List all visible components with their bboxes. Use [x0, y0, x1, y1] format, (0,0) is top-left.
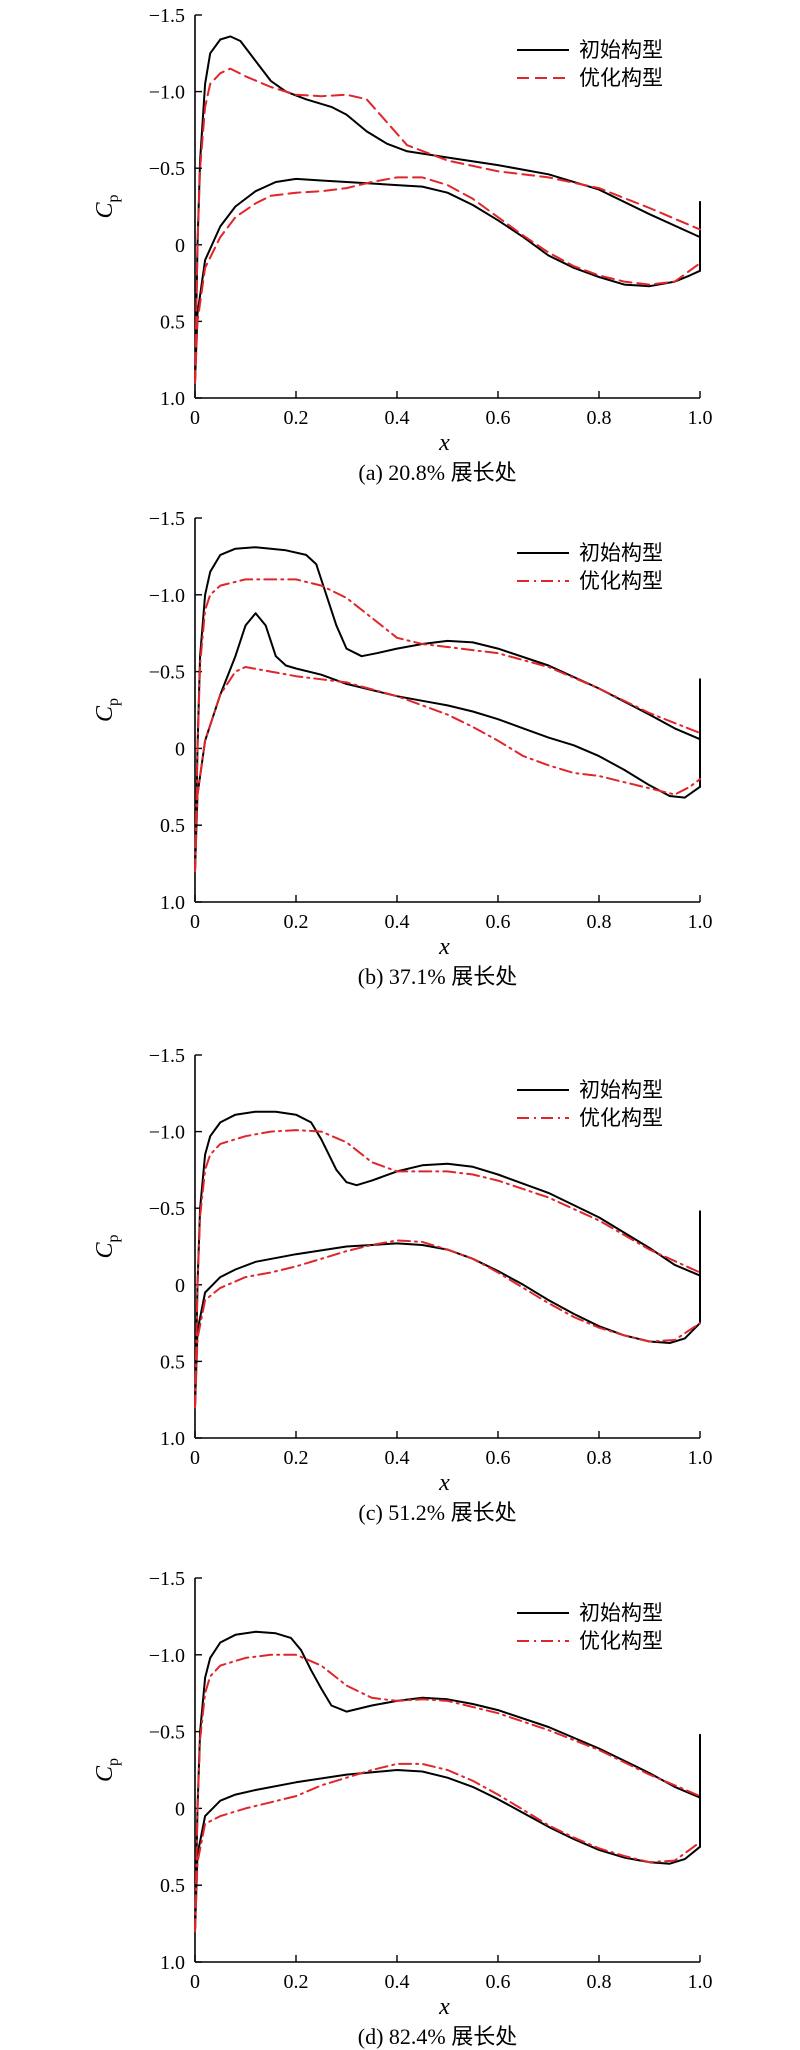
x-tick-label: 0.8 [587, 407, 612, 429]
legend-label: 优化构型 [579, 1629, 663, 1653]
y-tick-label: −0.5 [149, 1722, 185, 1744]
y-tick-label: −1.0 [149, 1122, 185, 1144]
x-tick-label: 0.2 [284, 407, 309, 429]
legend-label: 初始构型 [579, 1078, 663, 1102]
series-initial-lower-line [194, 612, 701, 873]
legend-label: 初始构型 [579, 1601, 663, 1625]
x-tick-label: 0.6 [486, 1971, 511, 1993]
chart-panel-2: −1.5−1.0−0.500.51.00 0.2 0.4 0.6 0.8 1.0xCp(b… [92, 508, 713, 989]
series-optimized-upper-line [194, 1129, 701, 1409]
y-tick-label: −1.5 [149, 508, 185, 530]
x-tick-label: 0 [190, 911, 200, 933]
y-axis-label: Cp [92, 698, 122, 722]
x-tick-label: 0.2 [284, 1971, 309, 1993]
x-tick-label: 1.0 [688, 1447, 713, 1469]
x-tick-label: 0.2 [284, 1447, 309, 1469]
y-tick-label: 1.0 [160, 388, 185, 410]
x-tick-label: 0.4 [385, 407, 410, 429]
y-tick-label: 0 [175, 1275, 185, 1297]
y-tick-label: 0.5 [160, 1351, 185, 1373]
y-axis-label-sub: p [105, 1758, 122, 1766]
x-tick-label: 0.6 [486, 1447, 511, 1469]
series-initial-lower-line [194, 1242, 701, 1409]
legend-label: 优化构型 [579, 1106, 663, 1130]
legend-label: 优化构型 [579, 569, 663, 593]
panel-caption: (c) 51.2% 展长处 [358, 1500, 516, 1525]
x-axis-label: x [438, 430, 450, 456]
y-tick-label: 1.0 [160, 1428, 185, 1450]
y-axis-label-sub: p [105, 194, 122, 202]
x-axis-label: x [438, 1470, 450, 1496]
x-axis-label: x [438, 1994, 450, 2020]
y-tick-label: −1.0 [149, 585, 185, 607]
y-tick-label: 0 [175, 1798, 185, 1820]
x-tick-label: 1.0 [688, 911, 713, 933]
x-tick-label: 0.2 [284, 911, 309, 933]
x-tick-label: 0.4 [385, 911, 410, 933]
y-tick-label: −0.5 [149, 662, 185, 684]
x-tick-label: 0.8 [587, 1447, 612, 1469]
series-initial-upper-line [194, 1110, 701, 1409]
x-tick-label: 1.0 [688, 1971, 713, 1993]
x-tick-label: 0.6 [486, 911, 511, 933]
x-tick-label: 1.0 [688, 407, 713, 429]
y-tick-label: 0.5 [160, 1875, 185, 1897]
x-tick-label: 0 [190, 407, 200, 429]
y-axis-label: Cp [92, 1758, 122, 1782]
y-tick-label: 0.5 [160, 815, 185, 837]
chart-panel-4: −1.5−1.0−0.500.51.00 0.2 0.4 0.6 0.8 1.0xCp(d… [92, 1568, 713, 2049]
x-tick-label: 0.8 [587, 1971, 612, 1993]
series-initial-lower-line [194, 177, 701, 384]
series-optimized-lower-line [194, 666, 701, 873]
y-axis-label: Cp [92, 194, 122, 218]
legend-label: 初始构型 [579, 38, 663, 62]
chart-panel-1: −1.5−1.0−0.500.51.00 0.2 0.4 0.6 0.8 1.0xCp(a… [92, 5, 713, 485]
y-tick-label: −1.0 [149, 82, 185, 104]
series-initial-lower-line [194, 1769, 701, 1933]
y-axis-label-main: C [92, 1765, 118, 1782]
chart-panel-3: −1.5−1.0−0.500.51.00 0.2 0.4 0.6 0.8 1.0xCp(c… [92, 1045, 713, 1525]
x-tick-label: 0.6 [486, 407, 511, 429]
series-optimized-lower-line [194, 1239, 701, 1409]
series-initial-upper-line [194, 1630, 701, 1933]
x-tick-label: 0.4 [385, 1971, 410, 1993]
y-axis-label-main: C [92, 705, 118, 722]
panel-caption: (d) 82.4% 展长处 [358, 2024, 517, 2049]
y-tick-label: 0.5 [160, 311, 185, 333]
series-initial-upper-line [194, 546, 701, 873]
x-tick-label: 0 [190, 1447, 200, 1469]
y-tick-label: −1.5 [149, 1568, 185, 1590]
x-tick-label: 0.8 [587, 911, 612, 933]
legend-label: 优化构型 [579, 66, 663, 90]
series-optimized-lower-line [194, 1762, 701, 1933]
panel-caption: (b) 37.1% 展长处 [358, 964, 517, 989]
y-tick-label: −1.5 [149, 5, 185, 27]
series-optimized-upper-line [194, 1653, 701, 1933]
y-axis-label: Cp [92, 1234, 122, 1258]
y-tick-label: −0.5 [149, 1198, 185, 1220]
y-tick-label: −1.5 [149, 1045, 185, 1067]
legend-label: 初始构型 [579, 541, 663, 565]
x-tick-label: 0.4 [385, 1447, 410, 1469]
series-optimized-upper-line [194, 67, 701, 384]
series-optimized-lower-line [194, 176, 701, 384]
y-tick-label: 1.0 [160, 1952, 185, 1974]
x-axis-label: x [438, 934, 450, 960]
series-initial-upper-line [194, 35, 701, 384]
y-tick-label: 0 [175, 738, 185, 760]
y-axis-label-main: C [92, 202, 118, 219]
y-tick-label: −1.0 [149, 1645, 185, 1667]
y-tick-label: 0 [175, 235, 185, 257]
y-axis-label-sub: p [105, 698, 122, 706]
series-optimized-upper-line [194, 578, 701, 873]
y-axis-label-sub: p [105, 1234, 122, 1242]
y-tick-label: 1.0 [160, 892, 185, 914]
y-tick-label: −0.5 [149, 158, 185, 180]
y-axis-label-main: C [92, 1242, 118, 1259]
panel-caption: (a) 20.8% 展长处 [358, 460, 516, 485]
x-tick-label: 0 [190, 1971, 200, 1993]
